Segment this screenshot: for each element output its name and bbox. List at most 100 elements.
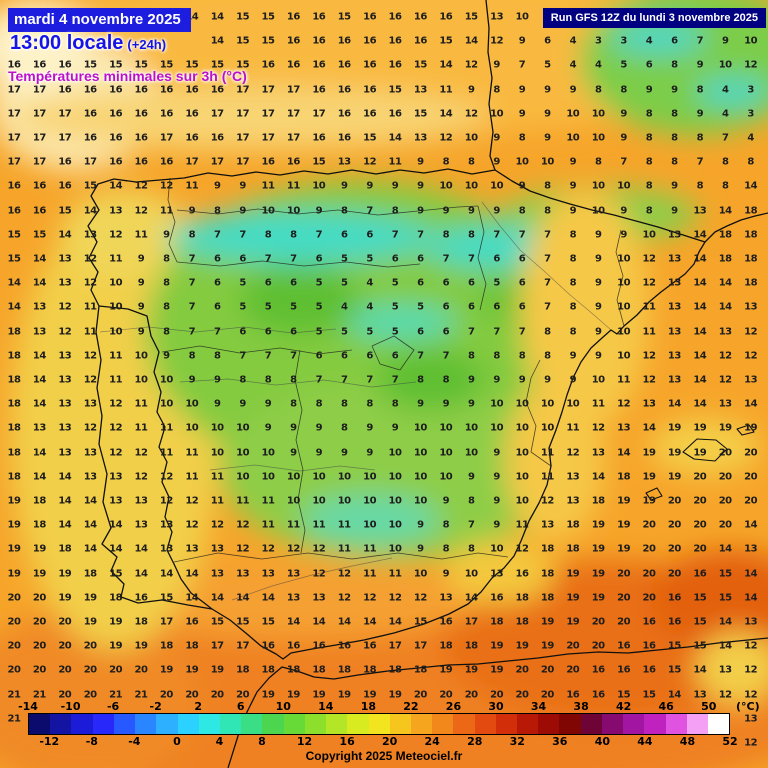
temperature-value: 5 <box>391 301 399 313</box>
temperature-value: 12 <box>744 664 758 676</box>
temperature-value: 9 <box>417 519 424 531</box>
temperature-value: 7 <box>544 253 551 265</box>
temperature-value: 20 <box>642 592 656 604</box>
temperature-value: 8 <box>163 301 170 313</box>
temperature-value: 9 <box>569 374 577 386</box>
temperature-value: 20 <box>515 689 529 701</box>
africa-coastline <box>227 637 768 768</box>
temperature-value: 14 <box>693 664 707 676</box>
temperature-value: 14 <box>83 205 97 217</box>
temperature-value: 16 <box>363 11 377 23</box>
temperature-value: 14 <box>7 277 21 289</box>
temperature-value: 13 <box>83 447 97 459</box>
temperature-value: 18 <box>159 640 173 652</box>
temperature-value: 7 <box>493 326 500 338</box>
temperature-value: 12 <box>744 689 758 701</box>
temperature-value: 20 <box>32 664 46 676</box>
temperature-value: 18 <box>7 350 21 362</box>
temperature-value: 9 <box>493 519 500 531</box>
temperature-value: 6 <box>518 277 526 289</box>
temperature-value: 16 <box>642 616 656 628</box>
temperature-value: 14 <box>32 277 46 289</box>
temperature-value: 17 <box>7 108 21 120</box>
temperature-value: 16 <box>185 84 199 96</box>
temperature-value: 17 <box>312 108 326 120</box>
temperature-value: 10 <box>566 132 580 144</box>
temperature-value: 10 <box>591 180 605 192</box>
temperature-value: 13 <box>58 422 72 434</box>
temperature-value: 9 <box>163 350 170 362</box>
temperature-value: 18 <box>7 374 21 386</box>
temperature-value: 13 <box>744 713 758 725</box>
temperature-value: 8 <box>671 156 678 168</box>
legend-cell <box>686 714 708 734</box>
legend-bottom-label: 20 <box>381 735 398 748</box>
temperature-value: 8 <box>290 229 297 241</box>
temperature-value: 13 <box>667 301 681 313</box>
legend-cell <box>623 714 645 734</box>
temperature-value: 5 <box>315 277 323 289</box>
balearic-islands <box>645 424 755 501</box>
temperature-value: 12 <box>312 568 326 580</box>
temperature-value: 19 <box>642 495 656 507</box>
temperature-value: 14 <box>693 277 707 289</box>
temperature-value: 12 <box>566 447 580 459</box>
temperature-value: 10 <box>515 156 529 168</box>
temperature-value: 20 <box>744 495 758 507</box>
legend-bottom-label: 8 <box>258 735 266 748</box>
temperature-value: 16 <box>439 11 453 23</box>
temperature-value: 6 <box>493 301 500 313</box>
temperature-value: 12 <box>464 59 478 71</box>
temperature-value: 13 <box>109 471 123 483</box>
temperature-value: 11 <box>363 543 377 555</box>
temperature-value: 14 <box>744 180 758 192</box>
legend-cell <box>198 714 220 734</box>
temperature-value: 13 <box>667 277 681 289</box>
temperature-value: 15 <box>236 35 250 47</box>
temperature-value: 18 <box>566 519 580 531</box>
temperature-value: 14 <box>210 11 224 23</box>
temperature-value: 16 <box>58 180 72 192</box>
temperature-value: 14 <box>185 592 199 604</box>
temperature-value: 14 <box>32 374 46 386</box>
temperature-value: 11 <box>388 156 402 168</box>
temperature-value: 9 <box>417 398 424 410</box>
temperature-value: 9 <box>239 398 246 410</box>
temperature-value: 18 <box>490 616 504 628</box>
temperature-value: 13 <box>32 422 46 434</box>
temperature-value: 14 <box>667 689 681 701</box>
temperature-value: 10 <box>312 180 326 192</box>
temperature-value: 16 <box>363 35 377 47</box>
temperature-value: 15 <box>236 616 250 628</box>
temperature-value: 8 <box>315 398 323 410</box>
temperature-value: 17 <box>32 108 46 120</box>
temperature-value: 15 <box>388 84 402 96</box>
temperature-value: 14 <box>159 568 173 580</box>
legend-bottom-label: 40 <box>594 735 611 748</box>
temperature-value: 9 <box>467 398 475 410</box>
temperature-value: 12 <box>413 592 427 604</box>
temperature-value: 20 <box>439 689 453 701</box>
legend-cell <box>474 714 496 734</box>
temperature-value: 16 <box>363 108 377 120</box>
legend-bottom-label: 4 <box>215 735 224 748</box>
temperature-value: 10 <box>617 253 631 265</box>
temperature-value: 17 <box>413 640 427 652</box>
temperature-value: 12 <box>109 398 123 410</box>
temperature-value: 9 <box>467 374 475 386</box>
legend-bottom-label: 36 <box>552 735 568 748</box>
temperature-value: 8 <box>467 543 475 555</box>
temperature-value: 16 <box>210 132 224 144</box>
temperature-value: 20 <box>693 495 707 507</box>
temperature-value: 8 <box>645 132 653 144</box>
temperature-value: 10 <box>464 422 478 434</box>
temperature-value: 10 <box>617 326 631 338</box>
temperature-value: 13 <box>109 495 123 507</box>
temperature-value: 13 <box>261 568 275 580</box>
temperature-value: 18 <box>744 229 758 241</box>
temperature-value: 19 <box>642 471 656 483</box>
temperature-value: 19 <box>439 664 453 676</box>
temperature-value: 19 <box>617 519 631 531</box>
temperature-value: 15 <box>667 640 681 652</box>
temperature-value: 8 <box>569 301 577 313</box>
